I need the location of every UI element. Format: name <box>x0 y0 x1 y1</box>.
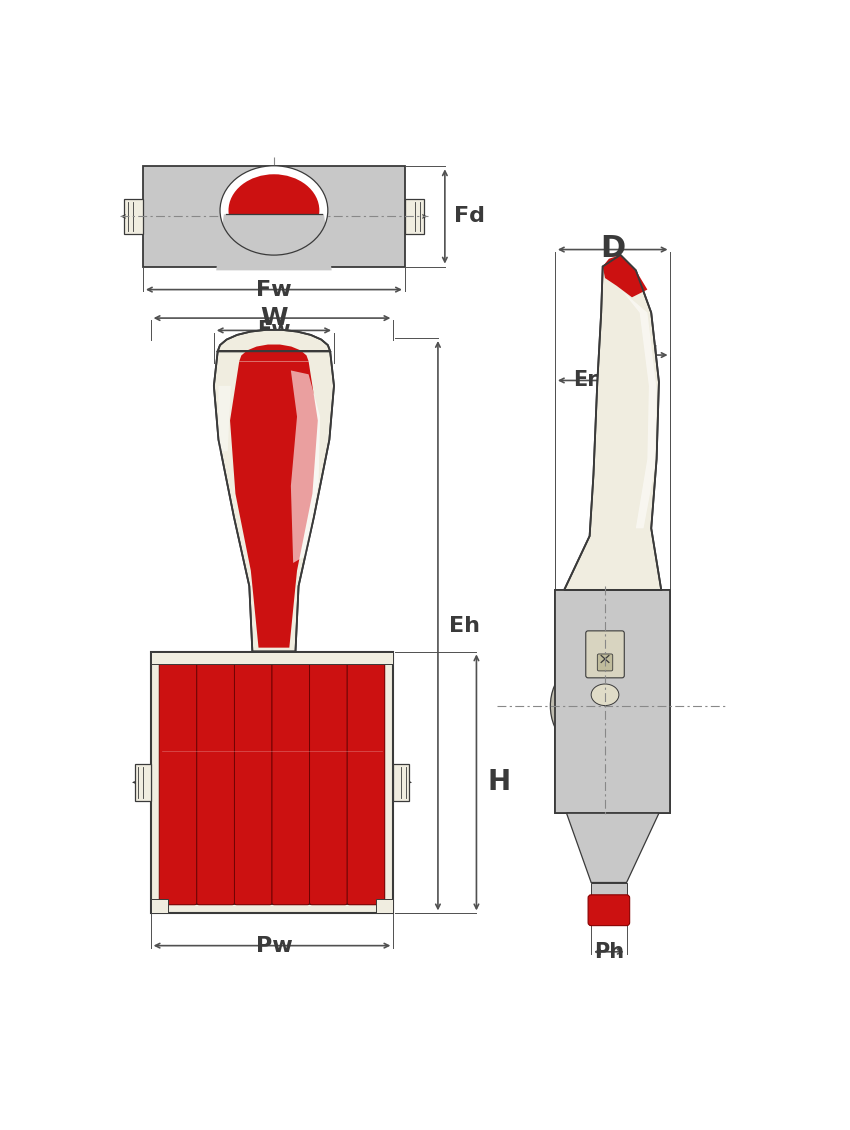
Ellipse shape <box>229 174 320 246</box>
Text: Ew: Ew <box>258 321 291 340</box>
Polygon shape <box>377 899 394 913</box>
FancyBboxPatch shape <box>347 660 385 905</box>
Text: Fw: Fw <box>256 279 292 299</box>
Polygon shape <box>603 255 648 297</box>
FancyBboxPatch shape <box>586 631 624 678</box>
Polygon shape <box>218 385 231 451</box>
Text: Fd: Fd <box>454 207 485 226</box>
Text: Ed: Ed <box>629 345 658 365</box>
Polygon shape <box>124 199 143 234</box>
Polygon shape <box>230 345 318 647</box>
FancyBboxPatch shape <box>309 660 347 905</box>
FancyBboxPatch shape <box>272 660 309 905</box>
Polygon shape <box>160 661 384 904</box>
Polygon shape <box>150 652 394 663</box>
Text: H: H <box>487 768 510 797</box>
Polygon shape <box>564 255 661 590</box>
Text: Eh: Eh <box>449 616 479 636</box>
Polygon shape <box>620 289 656 529</box>
Polygon shape <box>591 883 626 898</box>
Ellipse shape <box>591 684 619 705</box>
Polygon shape <box>291 371 320 563</box>
Polygon shape <box>216 215 332 270</box>
Polygon shape <box>135 764 150 801</box>
Polygon shape <box>143 166 405 267</box>
Polygon shape <box>214 330 334 652</box>
Text: Ph: Ph <box>594 941 624 962</box>
Polygon shape <box>150 652 394 913</box>
Polygon shape <box>555 590 671 814</box>
Text: D: D <box>600 234 626 262</box>
FancyBboxPatch shape <box>159 660 197 905</box>
FancyBboxPatch shape <box>598 654 613 671</box>
Text: Pw: Pw <box>256 936 292 956</box>
Polygon shape <box>150 899 167 913</box>
FancyBboxPatch shape <box>588 895 630 925</box>
Ellipse shape <box>550 653 655 758</box>
Polygon shape <box>405 199 424 234</box>
Polygon shape <box>566 814 659 883</box>
Polygon shape <box>555 590 671 814</box>
Ellipse shape <box>220 166 328 255</box>
FancyBboxPatch shape <box>197 660 235 905</box>
Text: Er: Er <box>574 371 598 391</box>
Text: W: W <box>260 306 288 330</box>
Polygon shape <box>394 764 409 801</box>
FancyBboxPatch shape <box>235 660 272 905</box>
